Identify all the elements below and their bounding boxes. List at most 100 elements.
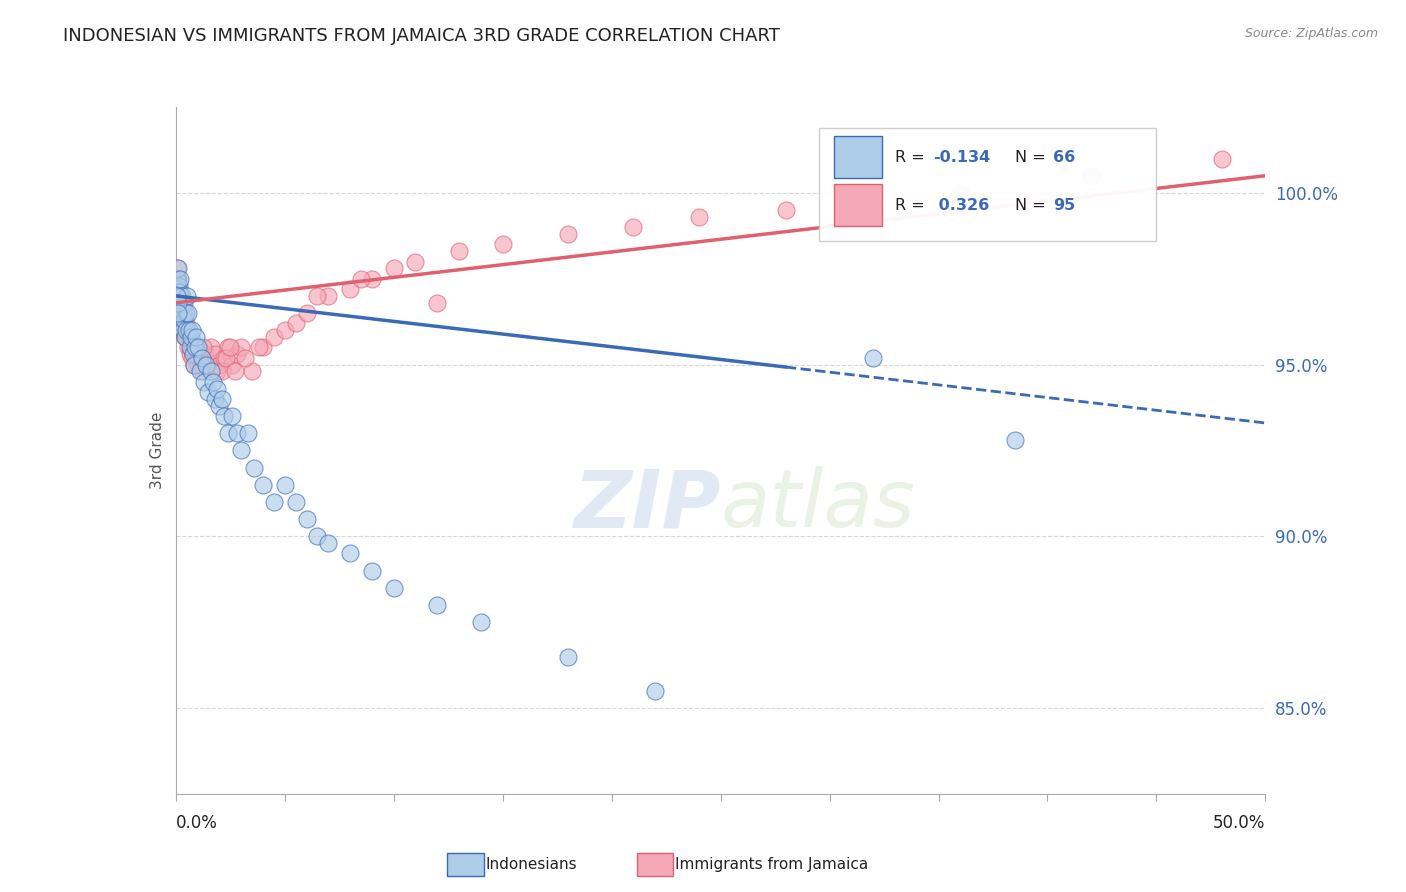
Point [167, 289, 190, 303]
Point [169, 306, 191, 320]
Point [644, 683, 666, 698]
Text: R =: R = [896, 150, 929, 165]
Point [167, 295, 190, 310]
Point [193, 375, 215, 389]
Point [195, 347, 218, 361]
Point [183, 358, 205, 372]
Point [307, 289, 329, 303]
Point [217, 340, 239, 354]
Point [170, 295, 193, 310]
Point [172, 317, 194, 331]
Point [167, 261, 190, 276]
Point [219, 340, 242, 354]
Point [174, 330, 197, 344]
Point [173, 313, 195, 327]
Point [688, 210, 710, 224]
Point [167, 295, 190, 310]
Point [492, 237, 515, 252]
Point [167, 295, 190, 310]
Point [1004, 433, 1026, 447]
Point [193, 358, 215, 372]
Text: -0.134: -0.134 [934, 150, 990, 165]
Point [231, 340, 253, 354]
Point [187, 351, 209, 365]
Point [172, 323, 194, 337]
Point [247, 340, 270, 354]
Point [295, 512, 318, 526]
Point [447, 244, 470, 259]
Point [339, 546, 361, 560]
Point [166, 282, 188, 296]
Point [295, 306, 318, 320]
FancyBboxPatch shape [834, 136, 882, 178]
Text: 0.326: 0.326 [934, 198, 990, 213]
Point [195, 358, 218, 372]
Point [165, 278, 187, 293]
Point [217, 426, 239, 441]
Point [181, 340, 204, 354]
FancyBboxPatch shape [447, 853, 484, 876]
Point [177, 323, 200, 337]
Point [181, 347, 204, 361]
Point [208, 399, 231, 413]
Text: N =: N = [1015, 150, 1050, 165]
Point [284, 317, 307, 331]
Point [173, 306, 195, 320]
Point [274, 477, 297, 491]
Point [470, 615, 492, 629]
Point [200, 340, 222, 354]
Point [188, 351, 211, 365]
Point [166, 289, 188, 303]
Point [177, 306, 200, 320]
Point [174, 317, 197, 331]
Point [339, 282, 361, 296]
Point [183, 358, 205, 372]
Point [186, 358, 209, 372]
Point [212, 351, 235, 365]
FancyBboxPatch shape [818, 128, 1156, 241]
Point [169, 295, 191, 310]
Text: R =: R = [896, 198, 929, 213]
Point [1080, 169, 1102, 183]
Point [172, 317, 194, 331]
Text: atlas: atlas [721, 467, 915, 544]
FancyBboxPatch shape [834, 184, 882, 226]
Text: Source: ZipAtlas.com: Source: ZipAtlas.com [1244, 27, 1378, 40]
Point [862, 351, 884, 365]
Point [201, 375, 224, 389]
Point [174, 330, 197, 344]
Point [172, 306, 194, 320]
Point [169, 289, 191, 303]
Point [350, 271, 373, 285]
Point [186, 330, 208, 344]
Point [169, 285, 191, 300]
Point [173, 323, 195, 337]
Point [224, 364, 246, 378]
Point [263, 495, 285, 509]
Point [205, 382, 228, 396]
Point [211, 364, 233, 378]
Point [169, 271, 191, 285]
Point [166, 271, 188, 285]
Point [201, 358, 224, 372]
Point [775, 202, 797, 217]
Point [240, 364, 263, 378]
Point [166, 271, 188, 285]
Point [167, 278, 190, 293]
Point [170, 313, 193, 327]
Point [862, 193, 884, 207]
Point [191, 351, 214, 365]
Point [174, 306, 197, 320]
Point [200, 364, 222, 378]
Point [169, 306, 191, 320]
Point [208, 358, 231, 372]
Point [243, 460, 266, 475]
Point [167, 306, 190, 320]
Point [173, 306, 195, 320]
Point [205, 364, 228, 378]
Point [284, 495, 307, 509]
Text: ZIP: ZIP [574, 467, 721, 544]
Point [191, 340, 214, 354]
FancyBboxPatch shape [637, 853, 673, 876]
Point [215, 351, 238, 365]
